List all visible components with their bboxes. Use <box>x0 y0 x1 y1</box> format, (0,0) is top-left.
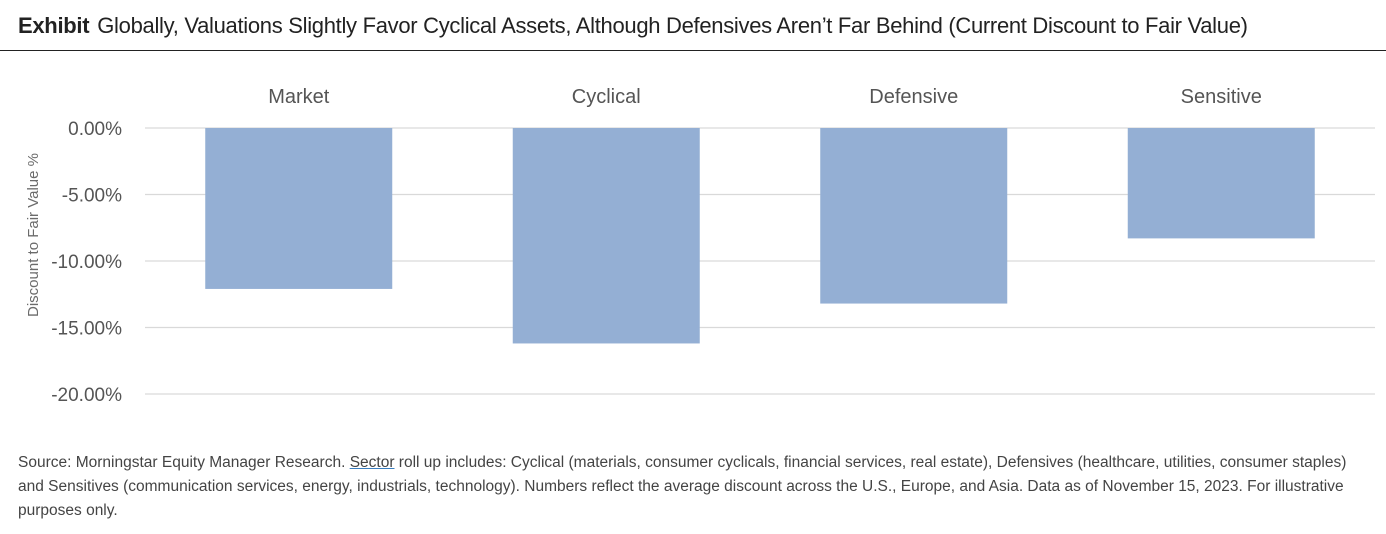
category-labels: Market Cyclical Defensive Sensitive <box>268 86 1262 108</box>
bar-defensive <box>820 128 1008 304</box>
y-axis-label: Discount to Fair Value % <box>25 153 42 317</box>
y-axis-ticks: 0.00% -5.00% -10.00% -15.00% -20.00% <box>51 119 122 406</box>
title-text: Globally, Valuations Slightly Favor Cycl… <box>97 13 1248 38</box>
category-label-market: Market <box>268 86 330 108</box>
category-label-defensive: Defensive <box>869 86 958 108</box>
bars <box>205 128 1315 344</box>
title-bar: Exhibit Globally, Valuations Slightly Fav… <box>0 0 1386 51</box>
category-label-sensitive: Sensitive <box>1181 86 1262 108</box>
y-tick-label: -20.00% <box>51 385 122 406</box>
chart-title: Exhibit Globally, Valuations Slightly Fav… <box>18 13 1248 39</box>
exhibit-label: Exhibit <box>18 13 90 38</box>
bar-market <box>205 128 393 289</box>
source-suffix: roll up includes: Cyclical (materials, c… <box>18 454 1347 519</box>
y-tick-label: -15.00% <box>51 319 122 340</box>
source-note: Source: Morningstar Equity Manager Resea… <box>18 451 1368 523</box>
bar-cyclical <box>512 128 700 344</box>
source-prefix: Source: Morningstar Equity Manager Resea… <box>18 454 350 471</box>
y-tick-label: -10.00% <box>51 252 122 273</box>
sector-link[interactable]: Sector <box>349 454 395 471</box>
bar-chart: 0.00% -5.00% -10.00% -15.00% -20.00% Market C… <box>25 86 1375 406</box>
category-label-cyclical: Cyclical <box>572 86 641 108</box>
y-tick-label: -5.00% <box>62 186 122 207</box>
y-tick-label: 0.00% <box>68 119 122 140</box>
bar-sensitive <box>1127 128 1315 239</box>
